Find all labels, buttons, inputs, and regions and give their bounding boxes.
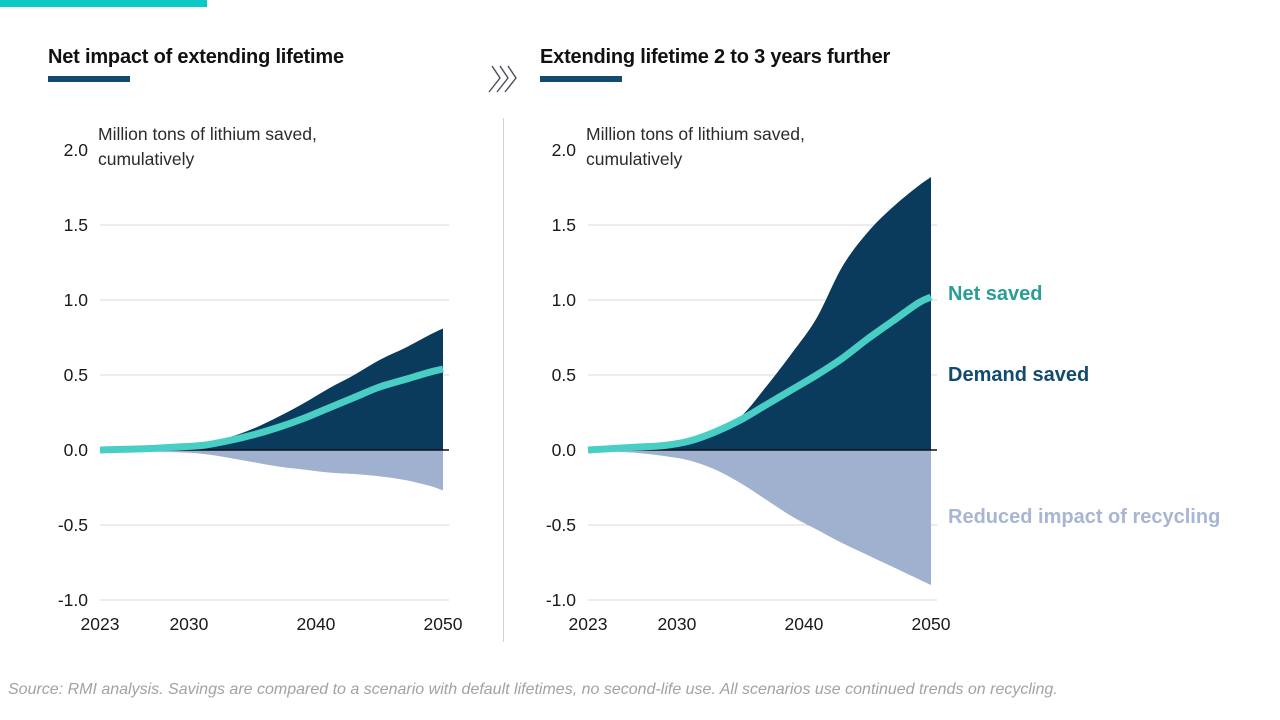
y-axis-tick-label: 0.5 (63, 365, 88, 385)
triple-chevron-right-icon (488, 65, 517, 93)
y-axis-tick-label: -0.5 (545, 515, 576, 535)
left-chart-title: Net impact of extending lifetime (48, 46, 344, 82)
area-reduced-impact-of-recycling (100, 450, 443, 491)
x-axis-tick-label: 2023 (568, 614, 608, 634)
y-axis-tick-label: 2.0 (63, 140, 88, 160)
x-axis-tick-label: 2050 (423, 614, 463, 634)
area-demand-saved (100, 328, 443, 450)
y-axis-tick-label: 0.0 (551, 440, 576, 460)
brand-accent-bar (0, 0, 207, 7)
legend-net-saved: Net saved (948, 283, 1043, 305)
y-axis-tick-label: 1.0 (551, 290, 576, 310)
area-reduced-impact-of-recycling (588, 450, 931, 585)
title-underline (48, 76, 130, 82)
x-axis-tick-label: 2050 (911, 614, 951, 634)
source-note: Source: RMI analysis. Savings are compar… (8, 681, 1058, 698)
x-axis-tick-label: 2030 (169, 614, 209, 634)
y-axis-tick-label: -1.0 (545, 590, 576, 610)
right-chart-title-text: Extending lifetime 2 to 3 years further (540, 46, 891, 68)
x-axis-tick-label: 2023 (80, 614, 120, 634)
plot-area (99, 224, 449, 601)
panel-divider (503, 118, 504, 642)
y-axis-tick-label: 1.5 (551, 215, 576, 235)
y-axis-tick-label: -0.5 (57, 515, 88, 535)
plot-area (587, 177, 937, 601)
axis-unit-label: Million tons of lithium saved, cumulativ… (98, 124, 317, 169)
x-axis-tick-label: 2030 (657, 614, 697, 634)
y-axis-tick-label: 0.5 (551, 365, 576, 385)
y-axis-tick-label: 1.5 (63, 215, 88, 235)
title-underline (540, 76, 622, 82)
area-demand-saved (588, 177, 931, 450)
y-axis-tick-label: 1.0 (63, 290, 88, 310)
legend-demand-saved: Demand saved (948, 364, 1090, 386)
line-net-saved (99, 365, 444, 454)
line-net-saved (587, 293, 933, 454)
left-chart: Million tons of lithium saved, cumulativ… (40, 120, 500, 660)
right-chart-title: Extending lifetime 2 to 3 years further (540, 46, 890, 82)
x-axis-tick-label: 2040 (784, 614, 824, 634)
left-chart-title-text: Net impact of extending lifetime (48, 46, 344, 68)
axis-unit-label: Million tons of lithium saved, cumulativ… (586, 124, 805, 169)
y-axis-tick-label: 2.0 (551, 140, 576, 160)
x-axis-tick-label: 2040 (296, 614, 336, 634)
y-axis-tick-label: 0.0 (63, 440, 88, 460)
y-axis-tick-label: -1.0 (57, 590, 88, 610)
legend-reduced-impact-of-recycling: Reduced impact of recycling (948, 506, 1221, 528)
right-chart: Million tons of lithium saved, cumulativ… (528, 120, 988, 660)
